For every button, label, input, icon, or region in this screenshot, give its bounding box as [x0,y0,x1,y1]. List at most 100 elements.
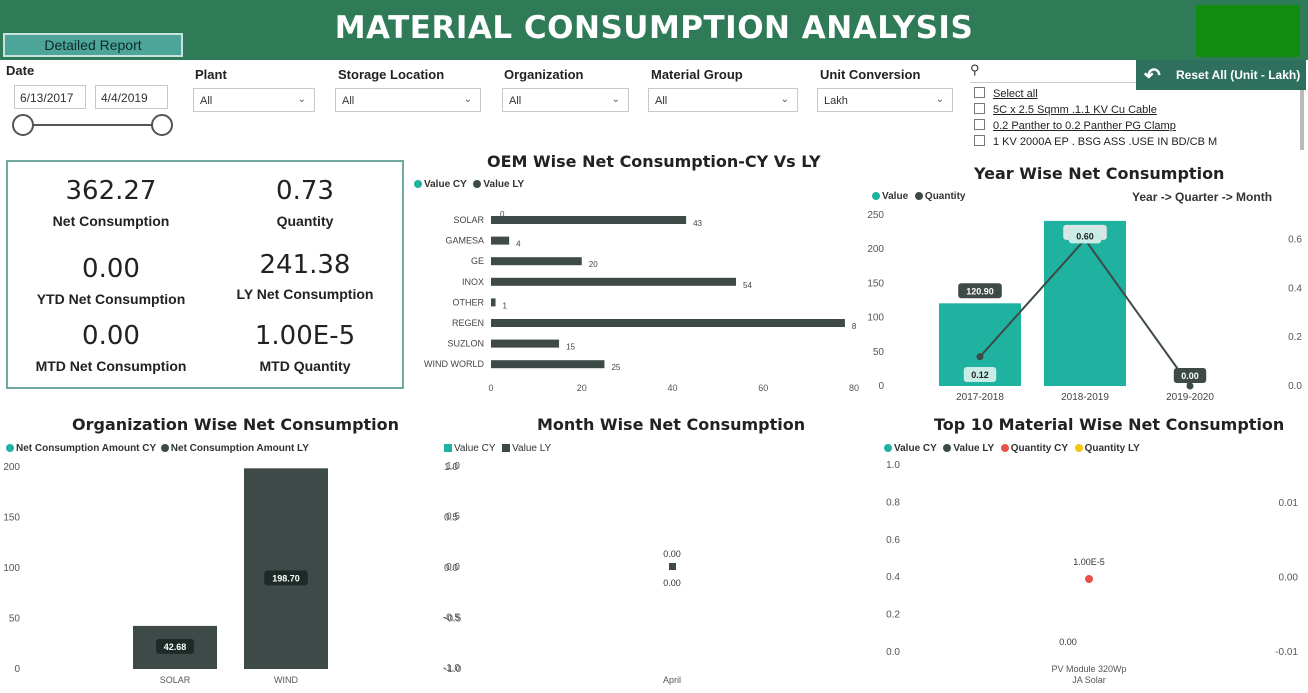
detailed-report-button[interactable]: Detailed Report [3,33,183,57]
drill-path[interactable]: Year -> Quarter -> Month [1132,190,1273,204]
org-legend: Net Consumption Amount CY Net Consumptio… [6,443,309,454]
date-start-input[interactable]: 6/13/2017 [14,85,86,109]
legend-dot [943,444,952,453]
date-slider-end-handle[interactable] [151,114,173,136]
org-x-label: SOLAR [160,675,191,685]
date-end-input[interactable]: 4/4/2019 [95,85,168,109]
header-bar [0,0,1308,60]
date-slider-track[interactable] [24,124,162,126]
legend-label: Net Consumption Amount LY [170,443,309,454]
oem-x-tick: 40 [667,383,677,393]
top10-quantity-point [1085,575,1093,583]
kpi-value: 0.73 [276,176,334,206]
oem-cy-label: 0 [500,210,505,219]
year-legend: Value Quantity [872,191,965,202]
year-value-label: 120.90 [966,286,994,296]
legend-label: Value CY [424,179,467,190]
year-y2-tick: 0.6 [1288,234,1302,245]
list-item[interactable]: 5C x 2.5 Sqmm .1.1 KV Cu Cable [974,100,1304,116]
org-chart-title: Organization Wise Net Consumption [72,415,400,434]
legend-dot [6,444,14,453]
top10-y-tick: 0.0 [886,647,900,658]
month-legend: Value CY Value LY [444,443,551,454]
org-y-tick: 100 [3,563,20,574]
org-value-label-bg [156,638,194,654]
oem-bar-ly [491,298,496,307]
month-chart: 1.0 0.5 0.0 -0.5 -1.0 0.00 0.00 April [443,461,681,685]
org-value-label-bg [264,570,308,586]
year-y-tick: 0 [878,381,884,392]
oem-bar-ly [491,319,845,327]
oem-x-tick: 60 [758,383,768,393]
kpi-label: Net Consumption [52,213,170,229]
year-y-tick: 250 [867,210,884,221]
kpi-value: 241.38 [259,250,351,280]
oem-x-tick: 80 [849,383,859,393]
checkbox[interactable] [974,135,985,146]
year-y2-tick: 0.2 [1288,332,1302,343]
org-y2-tick: 0.0 [444,563,458,574]
legend-dot [473,180,482,189]
checkbox[interactable] [974,119,985,131]
year-y-tick: 100 [867,313,884,324]
top10-x-label: PV Module 320Wp [1051,664,1126,674]
legend-label: Quantity [924,191,966,202]
oem-bar-ly [491,277,737,286]
list-scrollbar[interactable] [1300,90,1304,150]
month-value-label: 0.00 [663,549,681,559]
legend-label: Quantity CY [1010,443,1068,454]
org-value-label: 198.70 [272,573,300,583]
checkbox[interactable] [974,87,985,99]
plant-value: All [200,95,213,107]
legend-label: Value LY [483,179,525,190]
year-y2-tick: 0.0 [1288,381,1302,392]
org-y2-tick: -1.0 [444,664,462,675]
kpi-value: 362.27 [65,176,157,206]
oem-category-label: REGEN [452,318,484,328]
date-label: Date [6,63,35,78]
kpi-label: Quantity [276,213,334,229]
kpi-value: 0.00 [82,321,140,351]
year-bar [1044,220,1126,386]
chevron-down-icon: ⌄ [780,94,789,105]
kpi-label: LY Net Consumption [236,286,374,302]
search-icon[interactable]: ⚲ [970,62,980,77]
reset-all-button[interactable]: ↶ Reset All (Unit - Lakh) [1136,60,1306,90]
list-item[interactable]: Select all [974,84,1304,100]
plant-dropdown[interactable]: All ⌄ [193,88,315,112]
top10-y-tick: 0.6 [886,535,900,546]
top10-y2-tick: 0.00 [1279,573,1299,584]
oem-legend: Value CY Value LY [414,179,524,190]
year-x-label: 2018-2019 [1061,392,1109,403]
checkbox[interactable] [974,103,985,115]
oem-bar-ly [491,360,605,369]
organization-dropdown[interactable]: All ⌄ [502,88,629,112]
oem-value-label: 1 [503,301,508,310]
org-y2-tick: 1.0 [444,462,458,473]
undo-icon: ↶ [1144,65,1161,87]
year-x-label: 2019-2020 [1166,392,1214,403]
top10-value-label: 1.00E-5 [1073,557,1105,567]
org-y-tick: 150 [3,513,20,524]
list-item[interactable]: 0.2 Panther to 0.2 Panther PG Clamp [974,116,1304,132]
oem-value-label: 25 [611,363,620,372]
year-y-tick: 200 [867,244,884,255]
storage-dropdown[interactable]: All ⌄ [335,88,481,112]
legend-dot [1000,444,1009,453]
organization-value: All [509,95,522,107]
page-title: MATERIAL CONSUMPTION ANALYSIS [334,10,974,46]
oem-category-label: SOLAR [453,215,484,225]
legend-dot [914,192,923,201]
top10-chart-title: Top 10 Material Wise Net Consumption [934,415,1285,434]
date-slider-start-handle[interactable] [12,114,34,136]
legend-label: Value [882,191,909,202]
chevron-down-icon: ⌄ [935,94,944,105]
unit-conversion-dropdown[interactable]: Lakh ⌄ [817,88,953,112]
top10-y-tick: 0.8 [886,497,900,508]
month-y-tick: 0.5 [446,512,460,523]
list-item[interactable]: 1 KV 2000A EP . BSG ASS .USE IN BD/CB M [974,132,1304,146]
kpi-card [6,160,404,389]
chevron-down-icon: ⌄ [297,94,306,105]
year-qty-label-bg [1068,228,1102,244]
material-group-dropdown[interactable]: All ⌄ [648,88,798,112]
